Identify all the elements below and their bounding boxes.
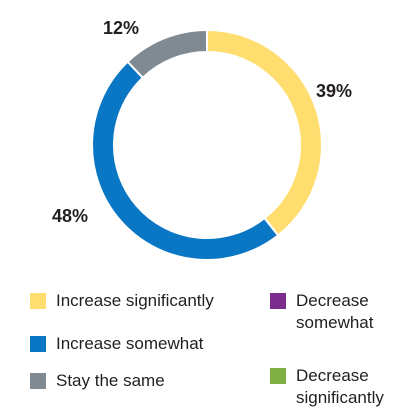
legend-item-stay-the-same: Stay the same	[30, 370, 260, 392]
legend-label: Increase somewhat	[56, 334, 204, 353]
legend-swatch-increase-significantly	[30, 293, 46, 309]
legend-label: Stay the same	[56, 371, 165, 390]
legend-item-decrease-significantly: Decrease significantly	[270, 365, 390, 409]
legend-swatch-decrease-significantly	[270, 368, 286, 384]
legend-item-increase-significantly: Increase significantly	[30, 290, 260, 312]
slice-stay-the-same	[126, 28, 208, 80]
data-label-increase-significantly: 39%	[316, 81, 352, 101]
legend-label: Decrease somewhat	[296, 291, 374, 332]
donut-slices	[91, 28, 323, 261]
data-labels: 39% 48% 12%	[52, 18, 352, 226]
legend-label: Decrease significantly	[296, 366, 384, 407]
legend-swatch-decrease-somewhat	[270, 293, 286, 309]
legend-item-decrease-somewhat: Decrease somewhat	[270, 290, 380, 334]
data-label-stay-the-same: 12%	[103, 18, 139, 38]
legend-item-increase-somewhat: Increase somewhat	[30, 333, 260, 355]
data-label-increase-somewhat: 48%	[52, 206, 88, 226]
slice-increase-significantly	[206, 28, 323, 237]
legend-swatch-increase-somewhat	[30, 336, 46, 352]
legend-label: Increase significantly	[56, 291, 214, 310]
slice-increase-somewhat	[91, 60, 280, 261]
legend-swatch-stay-the-same	[30, 373, 46, 389]
